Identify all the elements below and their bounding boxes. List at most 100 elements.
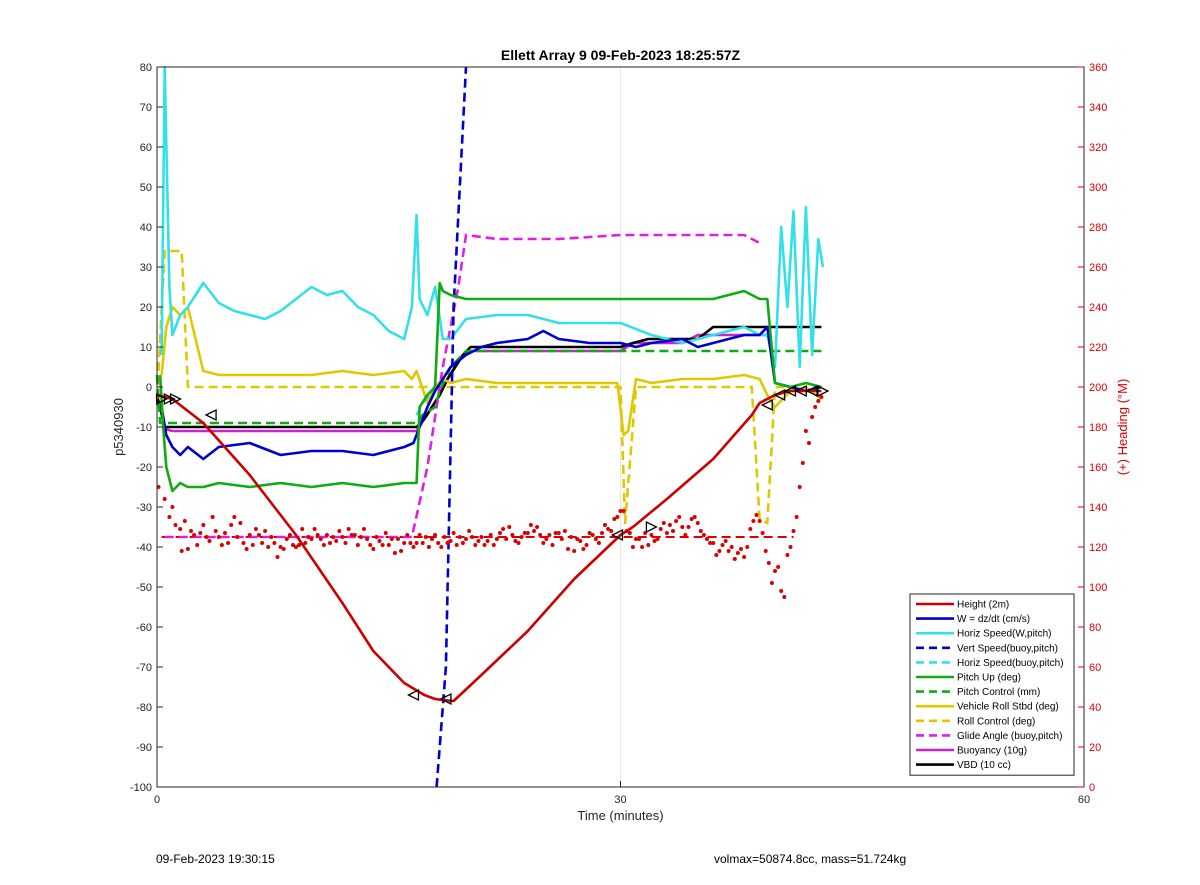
heading-point [634, 537, 638, 541]
legend-label: Height (2m) [957, 600, 1009, 611]
heading-point [250, 543, 255, 547]
heading-point [745, 545, 750, 549]
heading-point [711, 541, 716, 545]
heading-point [284, 537, 289, 541]
heading-point [819, 395, 824, 399]
y2-tick-label: 340 [1089, 102, 1107, 114]
heading-point [739, 547, 743, 551]
y2-tick-label: 160 [1089, 462, 1107, 474]
y-tick-label: -100 [130, 782, 152, 794]
y2-tick-label: 240 [1089, 302, 1107, 314]
series-vehicle-roll-stbd-deg [160, 305, 823, 437]
y2-tick-label: 0 [1089, 782, 1095, 794]
heading-point [705, 537, 709, 541]
heading-point [324, 533, 329, 537]
y2-tick-label: 140 [1089, 502, 1107, 514]
heading-point [735, 551, 740, 555]
heading-point [226, 541, 231, 545]
heading-point [813, 405, 818, 409]
heading-point [723, 539, 728, 543]
heading-point [426, 545, 431, 549]
heading-point [430, 537, 434, 541]
x-tick-label: 0 [154, 794, 160, 806]
heading-point [275, 555, 280, 559]
heading-point [516, 541, 521, 545]
heading-point [476, 539, 481, 543]
heading-point [467, 529, 472, 533]
heading-point [420, 541, 425, 545]
heading-point [260, 541, 265, 545]
heading-point [192, 533, 197, 537]
legend-label: Pitch Control (mm) [957, 687, 1040, 698]
heading-point [445, 541, 450, 545]
legend-label: Roll Control (deg) [957, 716, 1035, 727]
heading-point [167, 515, 172, 519]
heading-point [782, 595, 787, 599]
heading-point [328, 541, 332, 545]
height-marker-left [760, 398, 773, 412]
heading-point [590, 533, 595, 537]
y-tick-label: -60 [136, 622, 152, 634]
heading-point [266, 545, 271, 549]
heading-point [757, 519, 762, 523]
heading-point [624, 529, 629, 533]
footer-stats: volmax=50874.8cc, mass=51.724kg [714, 852, 907, 866]
height-marker-left [610, 528, 624, 542]
legend-box [909, 593, 1075, 776]
y2-tick-label: 200 [1089, 382, 1107, 394]
y-tick-label: 30 [140, 262, 152, 274]
heading-point [550, 543, 555, 547]
heading-point [185, 547, 190, 551]
heading-point [473, 543, 478, 547]
heading-point [178, 527, 183, 531]
heading-point [210, 515, 215, 519]
series-w-dz-dt-cm-s [160, 325, 822, 461]
heading-point [646, 543, 651, 547]
heading-point [294, 545, 298, 549]
heading-point [272, 541, 277, 545]
heading-point [377, 539, 382, 543]
heading-point [389, 537, 394, 541]
heading-point [513, 539, 518, 543]
height-marker-right [645, 520, 658, 534]
y-tick-label: 80 [140, 62, 152, 74]
heading-point [460, 541, 465, 545]
heading-point [365, 537, 370, 541]
heading-point [402, 541, 407, 545]
y-tick-label: 50 [140, 182, 152, 194]
heading-point [677, 515, 682, 519]
heading-point [223, 531, 227, 535]
heading-point [596, 541, 601, 545]
heading-point [352, 533, 357, 537]
height-marker-left [439, 692, 452, 706]
heading-point [519, 535, 524, 539]
heading-point [368, 543, 373, 547]
heading-point [504, 537, 509, 541]
heading-point [253, 527, 258, 531]
heading-point [525, 531, 530, 535]
heading-point [235, 535, 240, 539]
y-tick-label: 0 [146, 382, 152, 394]
heading-point [627, 531, 632, 535]
legend-label: Buoyancy (10g) [957, 746, 1027, 757]
heading-point [417, 533, 422, 537]
heading-point [362, 527, 366, 531]
heading-point [726, 549, 731, 553]
heading-point [396, 537, 400, 541]
heading-point [553, 531, 558, 535]
y-tick-label: -70 [136, 662, 152, 674]
heading-point [448, 539, 453, 543]
heading-point [189, 529, 193, 533]
heading-point [612, 517, 617, 521]
height-marker-left [204, 408, 217, 422]
heading-point [179, 549, 184, 553]
heading-point [587, 531, 592, 535]
y-tick-label: -30 [136, 502, 152, 514]
heading-point [776, 565, 781, 569]
heading-point [674, 519, 679, 523]
y2-tick-label: 360 [1089, 62, 1107, 74]
heading-point [374, 535, 379, 539]
heading-point [680, 525, 685, 529]
heading-point [297, 543, 302, 547]
heading-point [408, 541, 413, 545]
